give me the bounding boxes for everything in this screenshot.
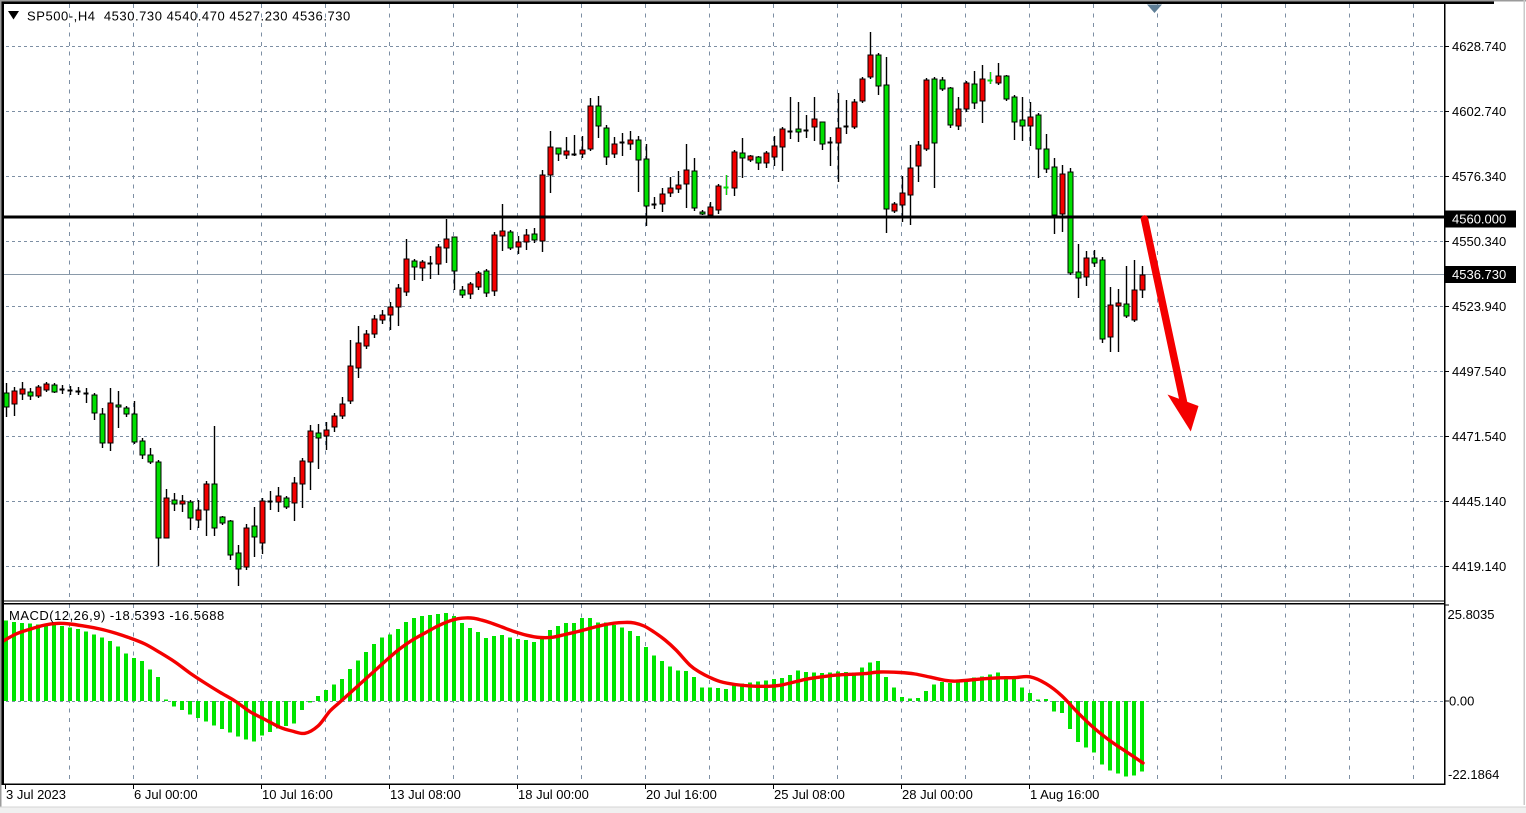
svg-text:6 Jul 00:00: 6 Jul 00:00 xyxy=(134,787,198,802)
svg-text:MACD(12,26,9) -18.5393 -16.568: MACD(12,26,9) -18.5393 -16.5688 xyxy=(9,608,225,623)
svg-text:4550.340: 4550.340 xyxy=(1452,234,1506,249)
svg-text:20 Jul 16:00: 20 Jul 16:00 xyxy=(646,787,717,802)
svg-text:28 Jul 00:00: 28 Jul 00:00 xyxy=(902,787,973,802)
svg-text:1 Aug 16:00: 1 Aug 16:00 xyxy=(1030,787,1099,802)
svg-text:4419.140: 4419.140 xyxy=(1452,559,1506,574)
svg-text:4602.740: 4602.740 xyxy=(1452,104,1506,119)
svg-text:25 Jul 08:00: 25 Jul 08:00 xyxy=(774,787,845,802)
svg-text:0.00: 0.00 xyxy=(1449,694,1474,709)
svg-text:4576.340: 4576.340 xyxy=(1452,169,1506,184)
svg-text:4523.940: 4523.940 xyxy=(1452,299,1506,314)
svg-text:3 Jul 2023: 3 Jul 2023 xyxy=(6,787,66,802)
svg-text:-22.1864: -22.1864 xyxy=(1448,767,1499,782)
svg-text:13 Jul 08:00: 13 Jul 08:00 xyxy=(390,787,461,802)
svg-text:SP500-,H4 4530.730 4540.470 4: SP500-,H4 4530.730 4540.470 4527.230 453… xyxy=(27,9,351,24)
svg-text:18 Jul 00:00: 18 Jul 00:00 xyxy=(518,787,589,802)
svg-text:25.8035: 25.8035 xyxy=(1448,607,1495,622)
svg-text:10 Jul 16:00: 10 Jul 16:00 xyxy=(262,787,333,802)
svg-text:4628.740: 4628.740 xyxy=(1452,39,1506,54)
svg-text:4536.730: 4536.730 xyxy=(1452,267,1506,282)
svg-text:4471.540: 4471.540 xyxy=(1452,429,1506,444)
svg-text:4497.540: 4497.540 xyxy=(1452,364,1506,379)
svg-text:4560.000: 4560.000 xyxy=(1452,212,1506,227)
svg-text:4445.140: 4445.140 xyxy=(1452,494,1506,509)
